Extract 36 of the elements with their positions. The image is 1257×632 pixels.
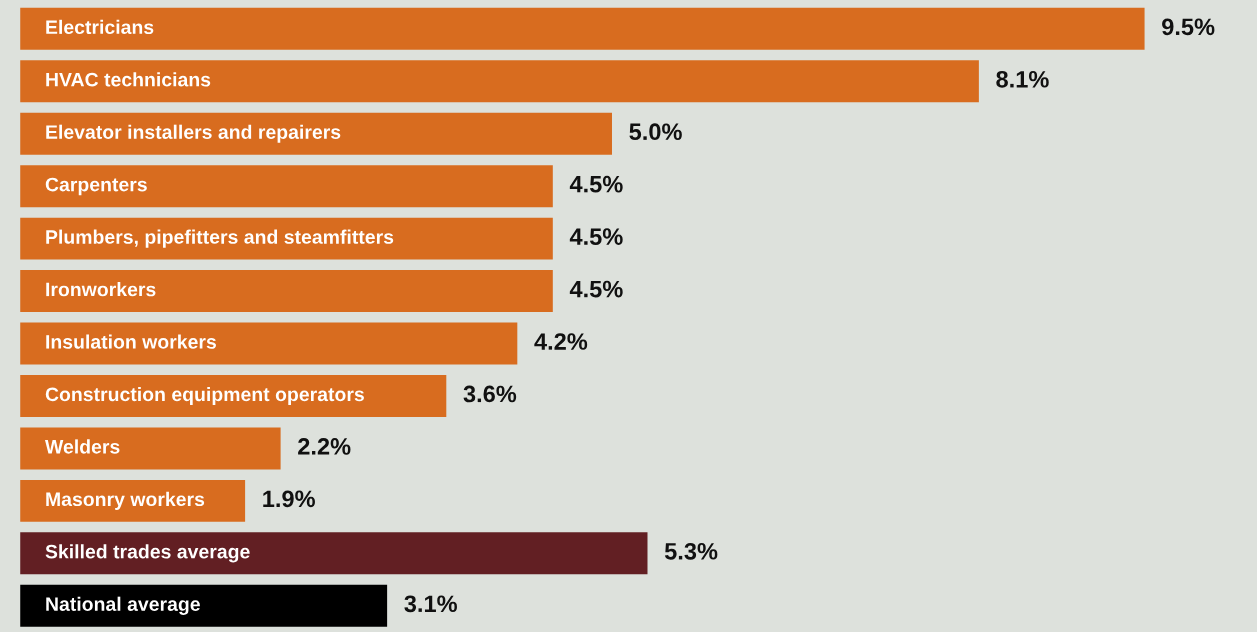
bar — [20, 479, 246, 522]
y-tick-label: Carpenters — [45, 177, 147, 196]
y-tick-label: National average — [46, 596, 200, 615]
data-label: 1.9% — [263, 490, 315, 508]
data-label: 4.5% — [569, 175, 623, 193]
data-label: 4.5% — [569, 228, 623, 245]
data-label: 4.2% — [534, 333, 588, 350]
data-label: 9.5% — [1162, 18, 1215, 36]
bar — [20, 165, 553, 208]
y-tick-label: Skilled trades average — [45, 544, 250, 563]
bar — [20, 217, 553, 260]
data-label: 3.6% — [463, 385, 517, 403]
data-label: 8.1% — [996, 70, 1049, 88]
bar — [20, 7, 1145, 50]
y-tick-label: Masonry workers — [46, 491, 205, 510]
data-label: 4.5% — [569, 280, 623, 298]
bar — [20, 532, 648, 575]
y-tick-label: Electricians — [46, 19, 154, 35]
bar — [20, 427, 281, 470]
data-label: 5.0% — [629, 123, 682, 141]
bar — [20, 60, 979, 103]
y-tick-label: Welders — [44, 439, 120, 454]
data-label: 3.1% — [404, 595, 457, 613]
bar — [20, 322, 518, 365]
bar — [20, 584, 388, 627]
bar — [20, 112, 612, 155]
y-tick-label: Insulation workers — [46, 334, 216, 349]
data-label: 5.3% — [664, 542, 718, 560]
y-tick-label: Elevator installers and repairers — [46, 124, 341, 143]
bar — [20, 270, 553, 313]
data-label: 2.2% — [298, 438, 351, 455]
y-tick-label: Construction equipment operators — [45, 386, 364, 406]
y-tick-label: HVAC technicians — [46, 72, 211, 87]
bar — [20, 375, 447, 417]
y-tick-label: Ironworkers — [46, 282, 156, 297]
y-tick-label: Plumbers, pipefitters and steamfitters — [46, 229, 394, 248]
